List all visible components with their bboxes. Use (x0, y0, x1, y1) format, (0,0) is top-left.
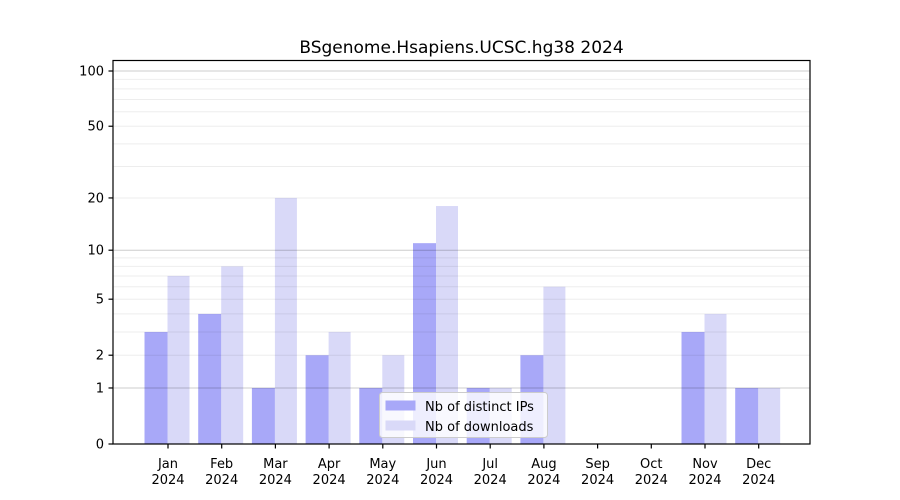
bar-downloads (221, 266, 244, 444)
x-tick-month-label: Apr (318, 457, 341, 472)
x-tick-year-label: 2024 (151, 473, 184, 488)
x-tick-year-label: 2024 (366, 473, 399, 488)
x-tick-month-label: Jan (157, 457, 178, 472)
x-tick-year-label: 2024 (205, 473, 238, 488)
x-tick-month-label: Oct (640, 457, 662, 472)
x-tick-year-label: 2024 (474, 473, 507, 488)
legend-swatch-downloads (385, 420, 416, 431)
legend-label-downloads: Nb of downloads (425, 420, 534, 435)
legend-label-distinct-ips: Nb of distinct IPs (425, 400, 534, 415)
x-tick-month-label: Nov (692, 457, 718, 472)
bar-distinct-ips (251, 387, 275, 444)
y-tick-label: 2 (96, 349, 104, 364)
y-tick-label: 100 (79, 65, 104, 80)
bar-distinct-ips (359, 387, 383, 444)
x-tick-month-label: Feb (210, 457, 233, 472)
bar-downloads (704, 313, 727, 444)
legend-swatch-distinct-ips (385, 400, 416, 411)
bar-distinct-ips (735, 387, 759, 444)
x-tick-month-label: Jul (481, 457, 498, 472)
bar-downloads (543, 286, 566, 444)
bar-distinct-ips (681, 331, 705, 444)
bar-downloads (328, 331, 351, 444)
y-tick-label: 20 (87, 191, 104, 206)
x-tick-month-label: Aug (531, 457, 556, 472)
x-tick-year-label: 2024 (742, 473, 775, 488)
legend-box (379, 392, 548, 438)
y-tick-label: 10 (87, 244, 104, 259)
y-tick-label: 1 (96, 381, 104, 396)
x-tick-year-label: 2024 (259, 473, 292, 488)
x-tick-month-label: Dec (746, 457, 771, 472)
bar-downloads (274, 197, 297, 444)
x-tick-month-label: Jun (425, 457, 446, 472)
x-tick-year-label: 2024 (688, 473, 721, 488)
bar-downloads (167, 275, 190, 444)
plot-border (112, 59, 811, 445)
x-tick-year-label: 2024 (527, 473, 560, 488)
chart-title: BSgenome.Hsapiens.UCSC.hg38 2024 (299, 38, 623, 58)
x-tick-year-label: 2024 (635, 473, 668, 488)
x-tick-month-label: Mar (263, 457, 288, 472)
bar-downloads (436, 206, 458, 444)
bar-distinct-ips (305, 355, 329, 444)
y-tick-label: 50 (87, 120, 104, 135)
x-tick-month-label: May (369, 457, 396, 472)
x-tick-year-label: 2024 (313, 473, 346, 488)
x-tick-month-label: Sep (585, 457, 610, 472)
bar-distinct-ips (144, 331, 168, 444)
legend: Nb of distinct IPs Nb of downloads (379, 392, 548, 438)
x-tick-year-label: 2024 (420, 473, 453, 488)
bar-distinct-ips (198, 313, 222, 444)
y-tick-label: 0 (96, 438, 104, 453)
bar-downloads (758, 387, 781, 444)
x-tick-year-label: 2024 (581, 473, 614, 488)
y-tick-label: 5 (96, 293, 104, 308)
